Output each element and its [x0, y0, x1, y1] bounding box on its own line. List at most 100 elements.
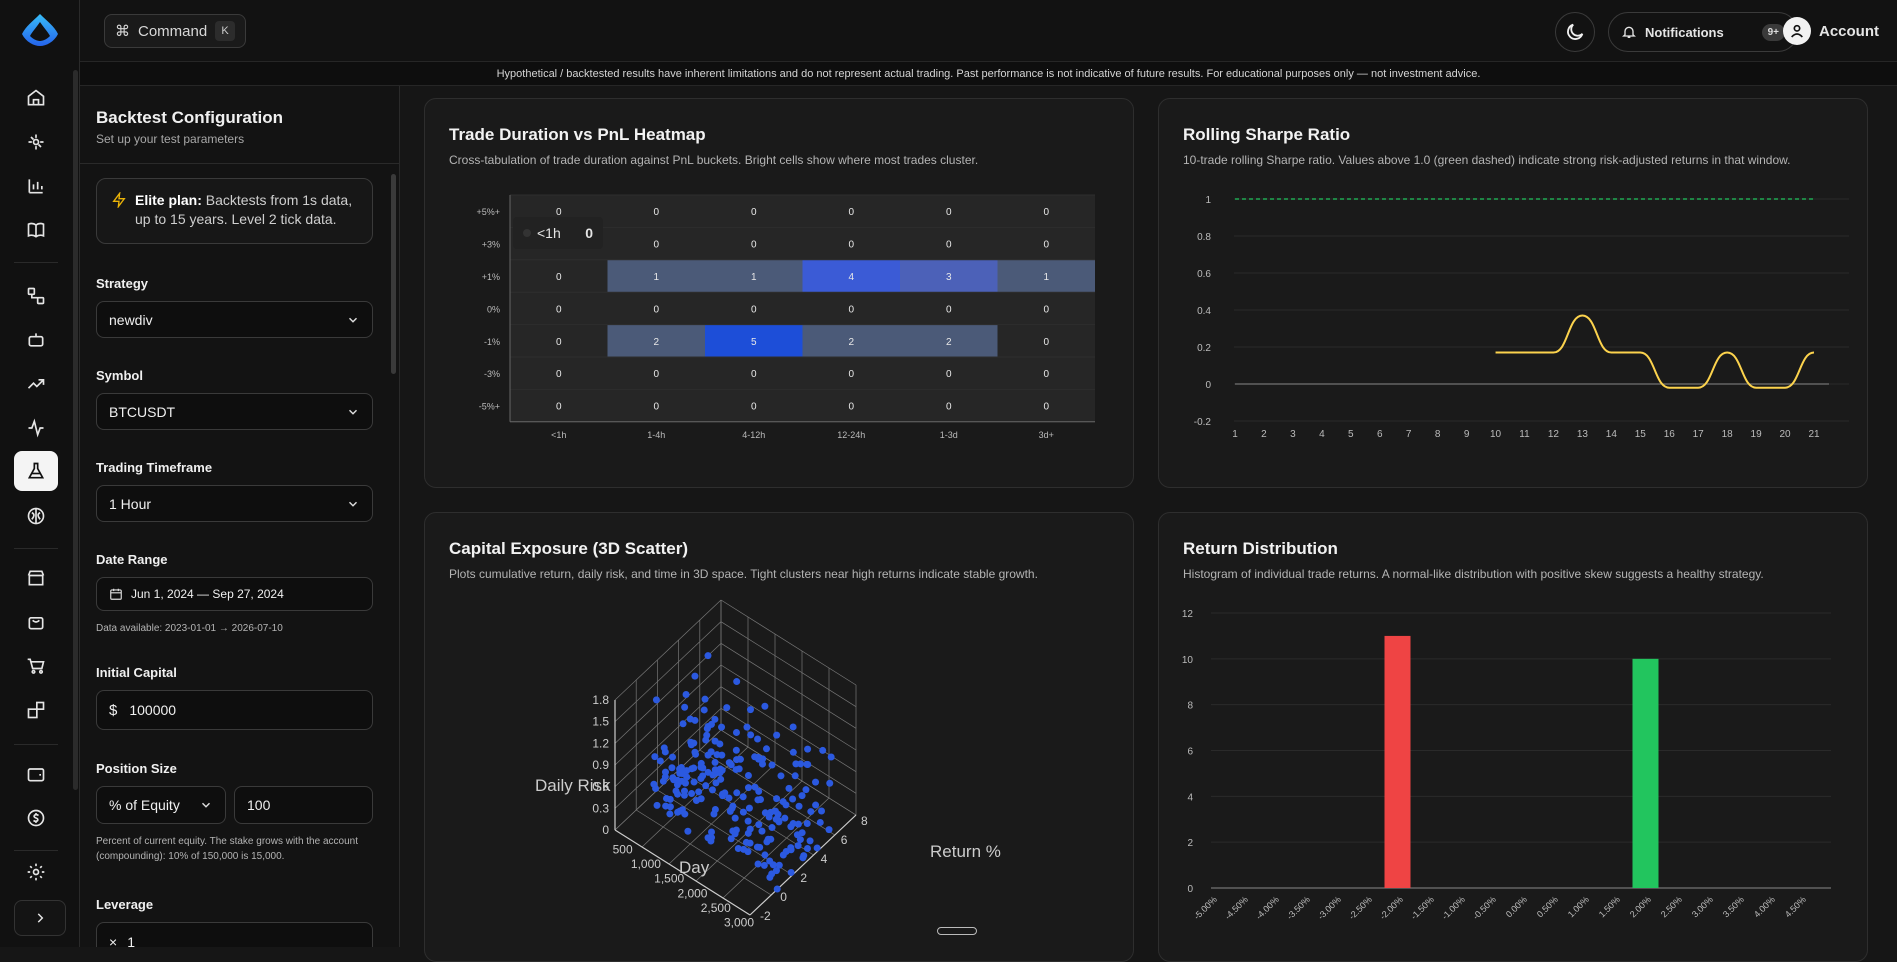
scatter-point — [826, 779, 834, 787]
heatmap-cell — [705, 195, 803, 228]
returns-x-tick-label: 1.00% — [1566, 894, 1591, 919]
initial-capital-input[interactable]: $ 100000 — [96, 690, 373, 730]
nav-home[interactable] — [14, 78, 58, 118]
strategy-select[interactable]: newdiv — [96, 301, 373, 338]
scatter-point — [739, 808, 747, 816]
expand-sidebar-button[interactable] — [14, 900, 66, 936]
scatter-y-tick-label: 8 — [861, 814, 868, 828]
position-size-hint: Percent of current equity. The stake gro… — [96, 836, 358, 862]
scatter-point — [733, 678, 741, 686]
command-shortcut: K — [215, 21, 235, 41]
nav-integrations[interactable] — [14, 690, 58, 730]
nav-network[interactable] — [14, 122, 58, 162]
sharpe-y-tick-label: 0.6 — [1197, 269, 1211, 280]
sharpe-x-tick-label: 19 — [1751, 429, 1763, 440]
scatter-point — [785, 784, 793, 792]
command-palette-button[interactable]: ⌘ Command K — [104, 14, 246, 48]
scatter-point — [747, 731, 755, 739]
returns-x-tick-label: 2.50% — [1659, 894, 1684, 919]
nav-store[interactable] — [14, 558, 58, 598]
nav-analytics[interactable] — [14, 166, 58, 206]
scatter-point — [668, 764, 676, 772]
leverage-prefix: × — [109, 934, 118, 947]
scatter-point — [798, 792, 806, 800]
scatter-x-tick-label: 2,000 — [677, 886, 707, 900]
scatter-point — [794, 842, 802, 850]
nav-bots[interactable] — [14, 320, 58, 360]
returns-x-tick-label: 4.50% — [1783, 894, 1808, 919]
scatter-grid-wall — [720, 643, 857, 729]
heatmap-cell-value: 0 — [556, 272, 562, 283]
scatter-point — [755, 787, 763, 795]
heatmap-cell-value: 5 — [751, 337, 757, 348]
nav-bag[interactable] — [14, 602, 58, 642]
scatter-point — [813, 844, 821, 852]
nav-billing[interactable] — [14, 798, 58, 838]
scatter-point — [688, 765, 696, 773]
wallet-icon — [27, 768, 45, 782]
scatter-z-tick-label: 0.3 — [592, 801, 609, 815]
returns-x-tick-label: 3.00% — [1690, 894, 1715, 919]
heatmap-cell — [510, 259, 608, 293]
position-mode-select[interactable]: % of Equity — [96, 786, 226, 824]
scatter-point — [731, 814, 739, 822]
notifications-button[interactable]: Notifications 9+ — [1608, 12, 1798, 52]
plan-name: Elite plan: — [135, 192, 202, 208]
symbol-select[interactable]: BTCUSDT — [96, 393, 373, 430]
tooltip-label: <1h — [537, 225, 561, 241]
lightning-icon — [112, 192, 126, 208]
sharpe-x-tick-label: 14 — [1606, 429, 1618, 440]
timeframe-select[interactable]: 1 Hour — [96, 485, 373, 522]
scatter-point — [789, 723, 797, 731]
scatter-point — [727, 761, 735, 769]
heatmap-cell — [510, 292, 608, 325]
account-button[interactable]: Account — [1783, 14, 1879, 48]
heatmap-cell-value: 0 — [556, 402, 562, 413]
nav-trends[interactable] — [14, 364, 58, 404]
scatter-point — [697, 795, 705, 803]
returns-subtitle: Histogram of individual trade returns. A… — [1183, 567, 1764, 581]
returns-x-tick-label: -1.50% — [1409, 894, 1436, 921]
returns-title: Return Distribution — [1183, 539, 1338, 558]
heatmap-cell-value: 0 — [1043, 337, 1049, 348]
scatter-point — [681, 810, 689, 818]
scatter-3d-chart[interactable]: 0 0.3 0.6 0.9 1.2 1.5 1.8 5001,0001,5002,0002,5… — [425, 513, 1134, 962]
returns-y-tick-label: 4 — [1187, 792, 1193, 803]
nav-backtest[interactable] — [14, 451, 58, 491]
nav-wallet[interactable] — [14, 754, 58, 794]
nav-workflow[interactable] — [14, 276, 58, 316]
position-size-input[interactable]: 100 — [234, 786, 373, 824]
sharpe-y-tick-label: -0.2 — [1194, 417, 1212, 428]
app-logo-icon[interactable] — [18, 12, 62, 48]
sidebar-scrollbar[interactable] — [73, 70, 78, 790]
heatmap-cell — [705, 324, 803, 357]
initial-capital-value: 100000 — [129, 702, 177, 718]
chevron-down-icon — [348, 501, 358, 507]
heatmap-cell-value: 0 — [946, 240, 952, 251]
scatter-point — [755, 821, 763, 829]
theme-toggle-button[interactable] — [1555, 12, 1595, 52]
returns-x-tick-label: -4.00% — [1254, 894, 1281, 921]
scatter-grid-wall — [614, 664, 722, 766]
chevron-down-icon — [201, 802, 211, 808]
nav-ai[interactable] — [14, 496, 58, 536]
scatter-point — [680, 787, 688, 795]
blocks-icon — [27, 701, 45, 719]
scatter-point — [796, 836, 804, 844]
panel-scrollbar[interactable] — [391, 174, 396, 374]
heatmap-cell-value: 0 — [1043, 402, 1049, 413]
scatter-grid-wall — [720, 664, 857, 751]
chart-scroll-handle[interactable] — [937, 927, 977, 935]
leverage-input[interactable]: × 1 — [96, 922, 373, 947]
scatter-grid-wall — [720, 599, 857, 686]
nav-cart[interactable] — [14, 646, 58, 686]
date-range-picker[interactable]: Jun 1, 2024 — Sep 27, 2024 — [96, 577, 373, 611]
sharpe-y-tick-label: 0.4 — [1197, 306, 1211, 317]
symbol-label: Symbol — [96, 368, 143, 383]
returns-x-tick-label: 0.00% — [1504, 894, 1529, 919]
nav-docs[interactable] — [14, 210, 58, 250]
scatter-point — [768, 824, 776, 832]
nav-activity[interactable] — [14, 408, 58, 448]
nav-settings[interactable] — [14, 852, 58, 892]
sharpe-x-tick-label: 18 — [1722, 429, 1734, 440]
